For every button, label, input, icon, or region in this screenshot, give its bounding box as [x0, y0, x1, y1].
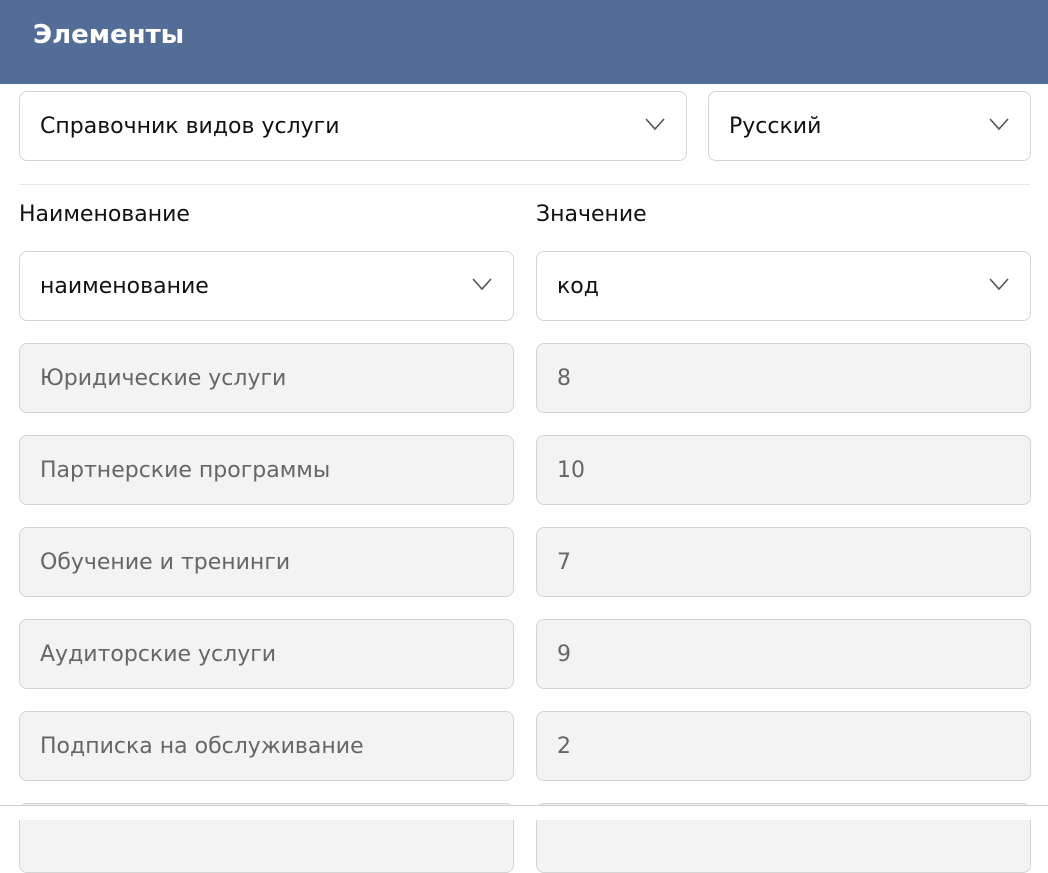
- chevron-down-icon: [645, 118, 665, 131]
- value-column-label: Значение: [536, 202, 647, 227]
- name-field-select[interactable]: наименование: [19, 251, 514, 321]
- dictionary-select[interactable]: Справочник видов услуги: [19, 91, 687, 161]
- bottom-border: [0, 805, 1048, 806]
- name-column-label: Наименование: [19, 202, 190, 227]
- chevron-down-icon: [989, 118, 1009, 131]
- chevron-down-icon: [472, 278, 492, 291]
- row-name-input[interactable]: Партнерские программы: [19, 435, 514, 505]
- row-value-input[interactable]: 7: [536, 527, 1031, 597]
- row-value-input[interactable]: 10: [536, 435, 1031, 505]
- value-field-select[interactable]: код: [536, 251, 1031, 321]
- divider: [19, 184, 1030, 185]
- page-title: Элементы: [33, 20, 185, 50]
- language-select[interactable]: Русский: [708, 91, 1031, 161]
- header-bar: Элементы: [0, 0, 1048, 84]
- bottom-area: [0, 806, 1048, 820]
- row-name-input[interactable]: Обучение и тренинги: [19, 527, 514, 597]
- chevron-down-icon: [989, 278, 1009, 291]
- row-value-input[interactable]: 2: [536, 711, 1031, 781]
- language-select-value: Русский: [729, 113, 822, 139]
- row-value-input[interactable]: 9: [536, 619, 1031, 689]
- row-value-input[interactable]: 8: [536, 343, 1031, 413]
- name-field-select-value: наименование: [40, 273, 209, 299]
- row-name-input[interactable]: Аудиторские услуги: [19, 619, 514, 689]
- value-field-select-value: код: [557, 273, 599, 299]
- row-name-input[interactable]: Подписка на обслуживание: [19, 711, 514, 781]
- row-name-input[interactable]: Юридические услуги: [19, 343, 514, 413]
- dictionary-select-value: Справочник видов услуги: [40, 113, 340, 139]
